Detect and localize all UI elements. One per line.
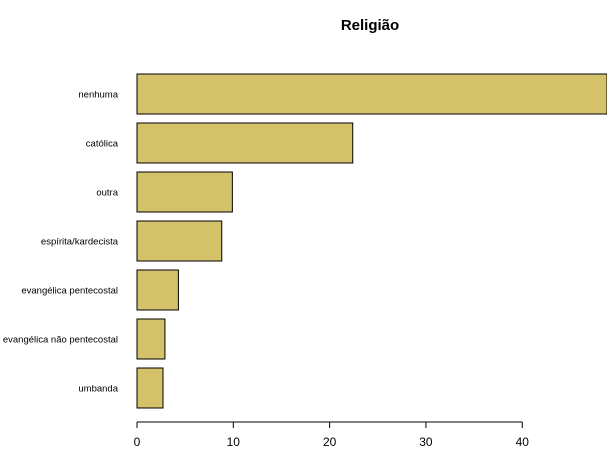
- category-label-6: umbanda: [78, 384, 118, 395]
- category-label-0: nenhuma: [78, 90, 118, 101]
- x-tick-label-4: 40: [516, 435, 530, 449]
- category-label-1: católica: [86, 139, 119, 150]
- bar-1: [136, 122, 354, 164]
- bar-0: [136, 73, 607, 115]
- x-axis: 0 10 20 30 40: [134, 421, 530, 449]
- category-labels: nenhuma católica outra espírita/kardecista e…: [3, 90, 119, 395]
- x-tick-label-1: 10: [227, 435, 241, 449]
- x-tick-label-2: 20: [323, 435, 337, 449]
- bar-3: [136, 220, 223, 262]
- bar-4: [136, 269, 179, 311]
- chart-title: Religião: [341, 17, 399, 34]
- category-label-2: outra: [96, 188, 118, 199]
- bar-6: [136, 367, 164, 409]
- bar-5: [136, 318, 166, 360]
- bar-2: [136, 171, 233, 213]
- category-label-3: espírita/kardecista: [41, 237, 119, 248]
- bars-group: [136, 73, 607, 409]
- x-tick-label-0: 0: [134, 435, 141, 449]
- category-label-4: evangélica pentecostal: [21, 286, 118, 297]
- category-label-5: evangélica não pentecostal: [3, 335, 118, 346]
- x-tick-label-3: 30: [419, 435, 433, 449]
